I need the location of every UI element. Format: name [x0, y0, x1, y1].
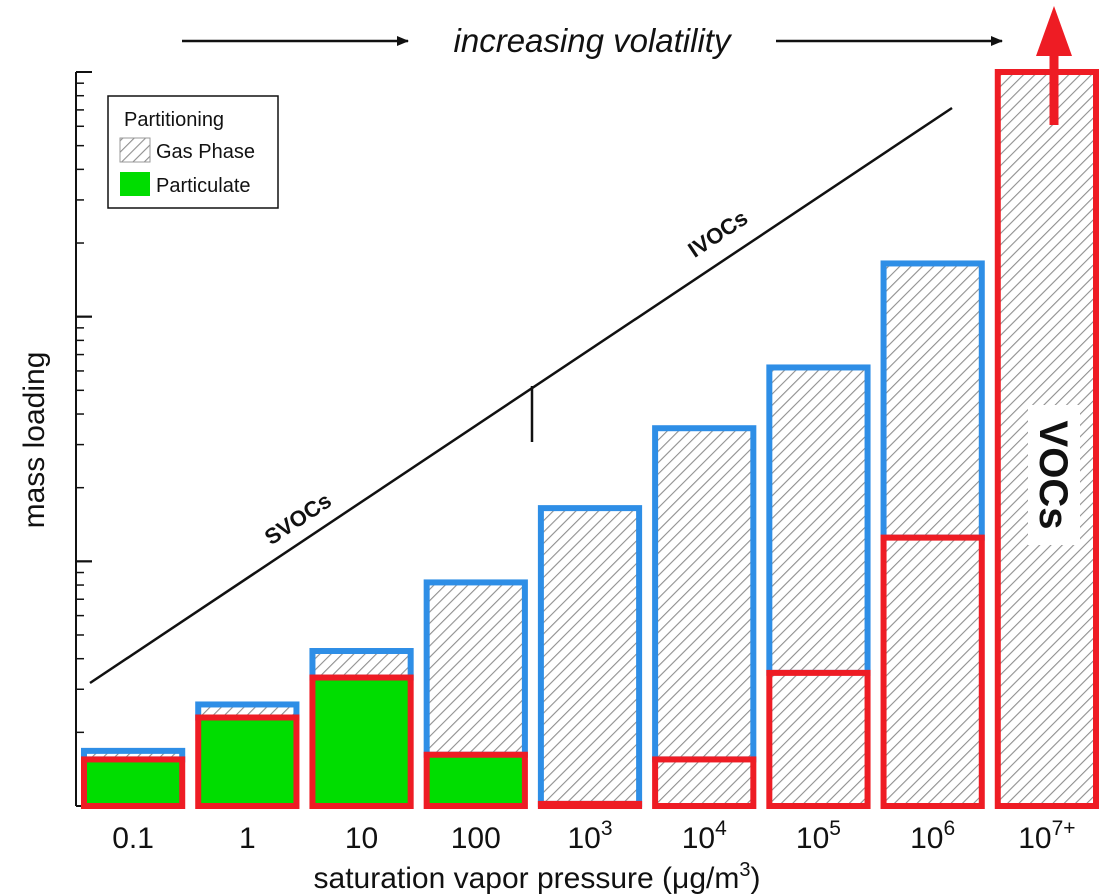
y-axis	[75, 71, 92, 807]
bar-1	[195, 701, 300, 809]
svocs-label: SVOCs	[260, 488, 336, 550]
gas-phase-bar	[880, 260, 985, 541]
x-tick-label: 1	[239, 822, 256, 855]
bar-5	[652, 425, 757, 810]
particulate-bar	[423, 751, 528, 809]
vocs-label-group: VOCs	[1028, 405, 1080, 545]
x-tick-label: 103	[567, 817, 612, 855]
gas-phase-bar	[423, 579, 528, 758]
vocs-label: VOCs	[1031, 421, 1075, 530]
x-tick-label: 107+	[1018, 817, 1075, 855]
particulate-bar	[81, 756, 186, 810]
legend-title: Partitioning	[124, 109, 224, 131]
gas-phase-bar	[537, 505, 643, 807]
bar-0	[81, 747, 186, 810]
x-tick-label: 106	[910, 817, 955, 855]
gas-phase-bar	[652, 425, 757, 763]
legend-swatch-particulate	[120, 172, 150, 196]
bar-4	[537, 505, 643, 809]
y-axis-title: mass loading	[18, 352, 51, 529]
particulate-bar	[652, 756, 757, 810]
legend-label-gas-phase: Gas Phase	[156, 141, 255, 163]
x-axis-title: saturation vapor pressure (μg/m3)	[314, 859, 761, 895]
x-tick-label: 0.1	[112, 822, 154, 855]
volatility-diagonal-line	[89, 106, 953, 685]
top-annotation: increasing volatility	[182, 22, 1003, 59]
gas-phase-bar	[766, 364, 871, 676]
vocs-label-background	[1028, 405, 1080, 545]
particulate-bar	[195, 714, 300, 809]
legend-label-particulate: Particulate	[156, 175, 251, 197]
bar-6	[766, 364, 871, 810]
particulate-bar	[766, 669, 871, 810]
off-scale-arrow-head	[1036, 6, 1072, 56]
particulate-bar	[537, 800, 643, 809]
x-tick-label: 100	[451, 822, 501, 855]
bar-2	[309, 648, 414, 810]
bar-7	[880, 260, 985, 809]
particulate-bar	[309, 674, 414, 810]
legend: Partitioning Gas Phase Particulate	[107, 95, 279, 209]
x-tick-label: 105	[796, 817, 841, 855]
top-annotation-label: increasing volatility	[454, 22, 733, 59]
legend-swatch-gas-phase	[119, 137, 151, 163]
gas-phase-bar	[309, 648, 414, 681]
x-tick-labels: 0.1 1 10 100 103 104 105 106 107+	[112, 817, 1075, 855]
x-tick-label: 10	[345, 822, 378, 855]
off-scale-arrow	[1036, 6, 1072, 125]
x-tick-label: 104	[682, 817, 727, 855]
bar-3	[423, 579, 528, 809]
ivocs-label: IVOCs	[683, 205, 752, 262]
particulate-bar	[880, 534, 985, 809]
